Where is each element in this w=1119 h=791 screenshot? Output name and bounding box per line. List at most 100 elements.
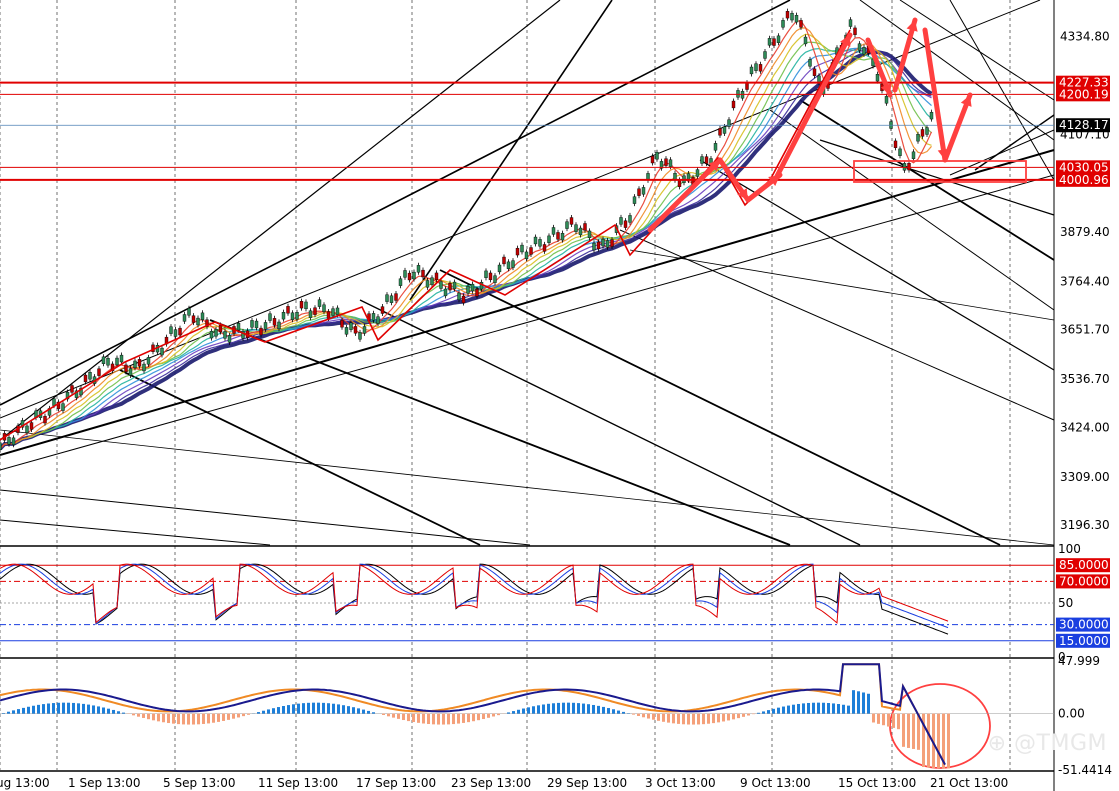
candle-body	[160, 347, 164, 356]
macd-histogram-bar	[137, 713, 140, 717]
macd-histogram-bar	[582, 703, 585, 714]
candle-body	[632, 196, 637, 204]
macd-histogram-bar	[42, 704, 45, 714]
time-tick-label: 11 Sep 13:00	[258, 776, 338, 790]
macd-histogram-bar	[637, 713, 640, 716]
trendline	[209, 319, 791, 546]
macd-histogram-bar	[712, 713, 715, 724]
trendline	[769, 109, 1055, 311]
price-tick-label: 3196.30	[1060, 518, 1110, 532]
trendline	[439, 269, 1001, 546]
trend-arrow	[922, 27, 948, 163]
macd-histogram-bar	[92, 705, 95, 714]
price-levels	[0, 81, 1054, 181]
candle-body	[101, 356, 106, 364]
candle-body	[416, 265, 421, 273]
candle-body	[677, 179, 682, 187]
candle-body	[398, 278, 403, 286]
trendline	[0, 0, 1041, 419]
macd-histogram-bar	[147, 713, 150, 720]
macd-histogram-bar	[37, 704, 40, 714]
candle-body	[254, 320, 259, 329]
candle-body	[412, 271, 416, 280]
macd-histogram-bar	[352, 707, 355, 714]
candle-body	[385, 294, 389, 302]
candle-body	[650, 155, 655, 164]
macd-histogram-bar	[862, 692, 865, 714]
macd-histogram-bar	[187, 713, 190, 725]
arrow-head	[960, 95, 972, 107]
arrow-head	[708, 160, 720, 172]
candle-body	[196, 317, 200, 326]
candle-body	[173, 329, 178, 337]
price-level-tag	[1056, 118, 1110, 133]
macd-histogram-bar	[387, 713, 390, 717]
candle-body	[362, 326, 367, 334]
candle-body	[236, 322, 241, 331]
moving-average-ribbon	[0, 27, 932, 450]
candle-body	[790, 12, 794, 21]
candle-body	[587, 230, 592, 239]
macd-histogram-bar	[732, 713, 735, 720]
macd-histogram-bar	[162, 713, 165, 723]
candle-body	[191, 315, 196, 323]
macd-histogram-bar	[517, 709, 520, 714]
macd-histogram-bar	[57, 702, 60, 714]
candle-body	[61, 403, 65, 411]
macd-histogram-bar	[652, 713, 655, 720]
candle-body	[281, 312, 286, 320]
arrow-head	[737, 188, 748, 200]
macd-histogram-bar	[492, 713, 495, 717]
macd-histogram-bar	[362, 709, 365, 714]
macd-histogram-bar	[937, 713, 940, 769]
macd-histogram-bar	[112, 709, 115, 714]
candle-body	[547, 235, 551, 243]
stoch-level-tag-label: 70.0000	[1059, 574, 1109, 588]
axes: 4334.804107.103879.403764.403651.703536.…	[0, 30, 1112, 790]
macd-histogram-bar	[617, 710, 620, 714]
candle-body	[29, 422, 34, 430]
macd-histogram-bar	[777, 707, 780, 714]
trendline	[619, 229, 1055, 421]
candle-body	[313, 307, 317, 315]
macd-histogram-bar	[772, 708, 775, 714]
time-tick-label: 23 Sep 13:00	[451, 776, 531, 790]
macd-histogram-bar	[812, 702, 815, 714]
macd-histogram-bar	[922, 713, 925, 768]
time-tick-label: 17 Sep 13:00	[356, 776, 436, 790]
macd-histogram-bar	[877, 713, 880, 724]
macd-histogram-bar	[707, 713, 710, 724]
moving-average-ribbon	[0, 49, 933, 451]
macd-histogram-bar	[382, 713, 385, 715]
time-tick-label: 3 Oct 13:00	[645, 776, 716, 790]
arrow-head	[840, 35, 851, 47]
candle-body	[542, 244, 547, 252]
trend-arrow	[892, 17, 918, 93]
macd-histogram-bar	[602, 706, 605, 714]
macd-histogram-bar	[472, 713, 475, 722]
candle-body	[214, 329, 218, 337]
macd-histogram-bar	[572, 702, 575, 714]
macd-histogram-bar	[247, 713, 250, 715]
candle-body	[187, 308, 191, 316]
macd-histogram-bar	[7, 711, 10, 714]
support-zone-box	[853, 160, 1027, 183]
candle-body	[754, 63, 758, 71]
trendline	[409, 0, 613, 301]
macd-histogram-bar	[402, 713, 405, 721]
candle-body	[763, 51, 767, 59]
moving-average-ribbon	[0, 47, 932, 450]
candle-body	[407, 272, 412, 281]
macd-histogram-bar	[717, 713, 720, 723]
candle-body	[803, 36, 808, 45]
macd-histogram-bar	[527, 707, 530, 714]
candle-body	[304, 301, 308, 310]
macd-histogram-bar	[302, 703, 305, 714]
macd-histogram-bar	[307, 702, 310, 714]
candle-body	[758, 64, 763, 72]
macd-histogram-bar	[277, 707, 280, 714]
grid	[0, 0, 1055, 791]
time-tick-label: 9 Oct 13:00	[740, 776, 811, 790]
macd-histogram-bar	[497, 713, 500, 716]
